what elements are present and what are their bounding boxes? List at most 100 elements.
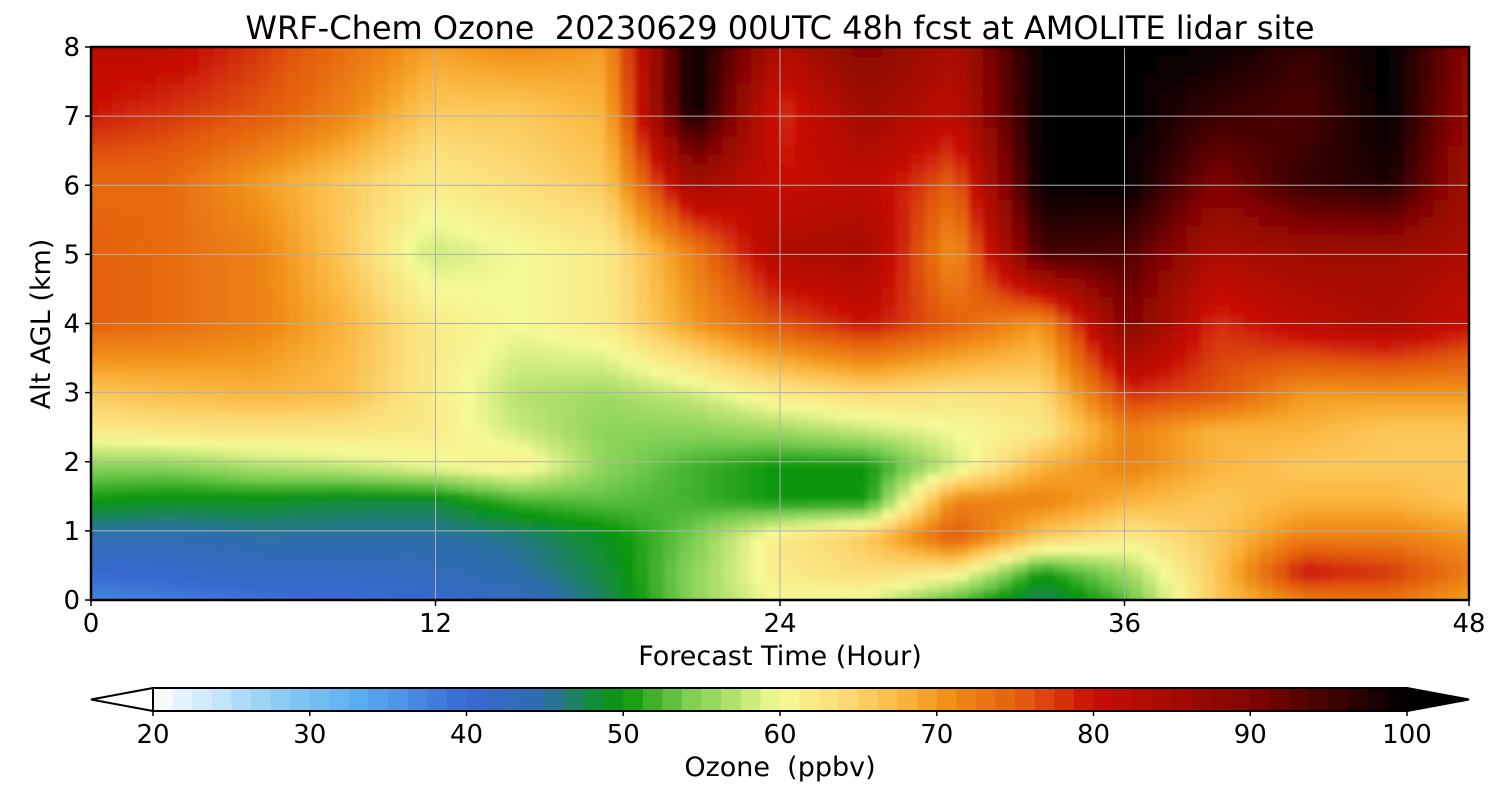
heatmap-cell <box>1186 252 1202 263</box>
heatmap-cell <box>1433 394 1449 405</box>
heatmap-cell <box>1070 439 1086 449</box>
heatmap-cell <box>170 243 186 254</box>
heatmap-cell <box>1157 483 1173 494</box>
heatmap-cell <box>780 287 796 298</box>
heatmap-cell <box>1070 465 1086 476</box>
heatmap-cell <box>1404 474 1420 485</box>
heatmap-cell <box>780 181 796 191</box>
heatmap-cell <box>707 305 723 316</box>
heatmap-cell <box>1389 421 1406 431</box>
heatmap-cell <box>199 305 215 316</box>
heatmap-cell <box>1084 65 1101 76</box>
heatmap-cell <box>1215 412 1231 423</box>
heatmap-cell <box>475 341 491 351</box>
heatmap-cell <box>780 323 796 334</box>
heatmap-cell <box>1375 394 1391 405</box>
heatmap-cell <box>1317 323 1333 334</box>
heatmap-cell <box>1404 421 1420 431</box>
heatmap-cell <box>1389 47 1406 58</box>
heatmap-cell <box>663 412 680 423</box>
heatmap-cell <box>939 154 956 165</box>
heatmap-cell <box>373 207 389 218</box>
heatmap-cell <box>286 465 302 476</box>
heatmap-cell <box>634 474 651 485</box>
heatmap-cell <box>605 145 622 156</box>
heatmap-cell <box>867 474 883 485</box>
heatmap-cell <box>1259 207 1275 218</box>
heatmap-cell <box>954 127 970 138</box>
heatmap-cell <box>881 190 897 200</box>
heatmap-cell <box>373 225 389 236</box>
heatmap-cell <box>1244 207 1260 218</box>
heatmap-cell <box>504 287 520 298</box>
heatmap-cell <box>649 199 665 209</box>
heatmap-cell <box>954 279 970 289</box>
heatmap-cell <box>475 305 491 316</box>
heatmap-cell <box>954 110 970 120</box>
heatmap-cell <box>1360 119 1377 129</box>
heatmap-cell <box>576 136 593 147</box>
heatmap-cell <box>97 394 113 405</box>
heatmap-cell <box>1143 119 1159 129</box>
heatmap-cell <box>620 74 636 85</box>
heatmap-cell <box>533 474 549 485</box>
heatmap-cell <box>402 47 418 58</box>
heatmap-cell <box>634 119 651 129</box>
heatmap-cell <box>1186 323 1202 334</box>
heatmap-cell <box>1215 403 1231 414</box>
heatmap-cell <box>765 56 781 67</box>
heatmap-cell <box>1113 145 1130 156</box>
heatmap-cell <box>634 412 651 423</box>
heatmap-cell <box>1186 127 1202 138</box>
heatmap-cell <box>591 56 607 67</box>
heatmap-cell <box>416 341 433 351</box>
heatmap-cell <box>620 474 636 485</box>
heatmap-cell <box>620 225 636 236</box>
heatmap-cell <box>1273 465 1290 476</box>
heatmap-cell <box>634 430 651 440</box>
heatmap-cell <box>765 145 781 156</box>
heatmap-cell <box>344 216 360 227</box>
heatmap-cell <box>344 412 360 423</box>
heatmap-cell <box>1244 474 1260 485</box>
heatmap-cell <box>1317 119 1333 129</box>
heatmap-cell <box>1113 216 1130 227</box>
heatmap-cell <box>736 74 752 85</box>
heatmap-cell <box>286 181 302 191</box>
heatmap-cell <box>1404 163 1420 174</box>
heatmap-cell <box>170 234 186 245</box>
heatmap-cell <box>1215 163 1231 174</box>
heatmap-cell <box>199 430 215 440</box>
heatmap-cell <box>1041 465 1057 476</box>
heatmap-cell <box>416 483 433 494</box>
heatmap-cell <box>881 359 897 369</box>
heatmap-cell <box>896 163 912 174</box>
heatmap-cell <box>910 225 927 236</box>
heatmap-cell <box>141 350 157 360</box>
heatmap-cell <box>112 412 128 423</box>
heatmap-cell <box>155 447 171 458</box>
heatmap-cell <box>1143 47 1159 58</box>
heatmap-cell <box>910 74 927 85</box>
heatmap-cell <box>358 421 375 431</box>
heatmap-cell <box>1433 234 1449 245</box>
heatmap-cell <box>896 261 912 271</box>
heatmap-cell <box>1302 234 1319 245</box>
heatmap-cell <box>112 92 128 103</box>
heatmap-cell <box>155 430 171 440</box>
heatmap-cell <box>750 412 767 423</box>
heatmap-cell <box>1317 350 1333 360</box>
heatmap-cell <box>300 234 317 245</box>
heatmap-cell <box>881 483 897 494</box>
heatmap-cell <box>416 110 433 120</box>
heatmap-cell <box>692 190 709 200</box>
heatmap-cell <box>199 243 215 254</box>
heatmap-cell <box>838 403 854 414</box>
heatmap-cell <box>896 101 912 111</box>
heatmap-cell <box>1404 403 1420 414</box>
heatmap-cell <box>547 287 563 298</box>
heatmap-cell <box>780 136 796 147</box>
heatmap-cell <box>997 83 1014 94</box>
heatmap-cell <box>605 47 622 58</box>
heatmap-cell <box>518 421 534 431</box>
